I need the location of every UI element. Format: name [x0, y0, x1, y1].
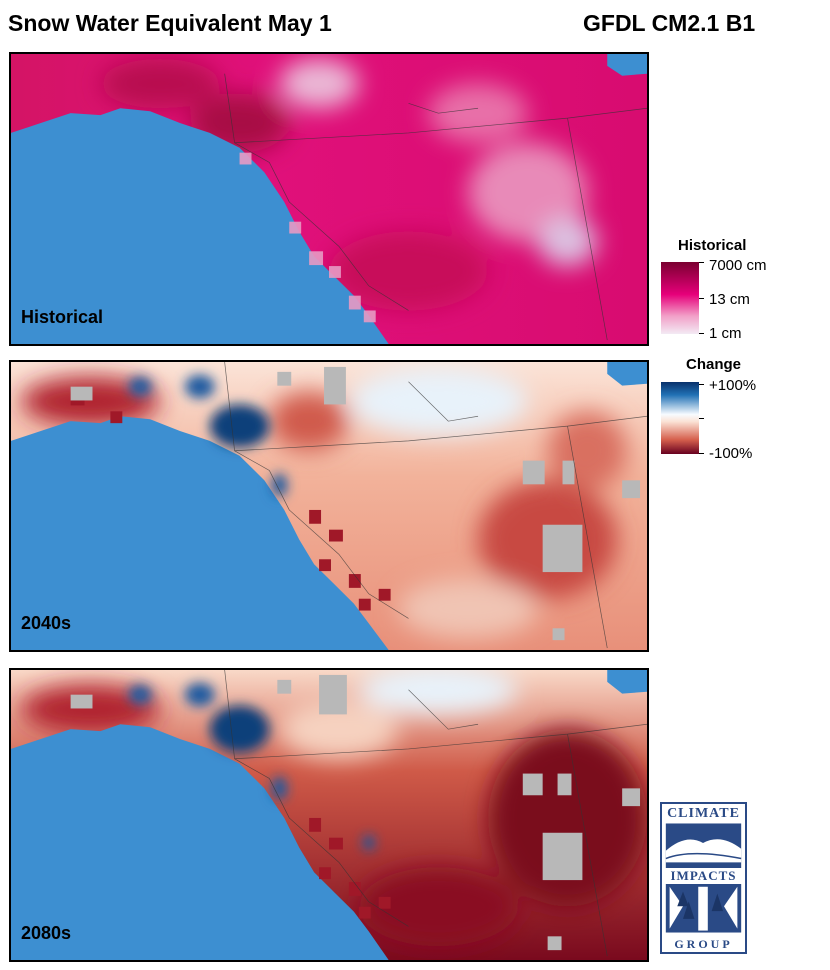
map-2040s: [11, 362, 647, 650]
logo-text-middle: IMPACTS: [662, 868, 745, 884]
change-legend-title: Change: [686, 356, 742, 373]
panel-label-2040s: 2040s: [21, 613, 72, 633]
legend-tick: [699, 262, 704, 263]
legend-tick: [699, 298, 704, 299]
historical-map: [11, 54, 647, 344]
panel-label-historical: Historical: [21, 307, 104, 327]
historical-tick-max: 7000 cm: [709, 257, 767, 274]
model-scenario-title: GFDL CM2.1 B1: [583, 10, 756, 36]
legend-tick: [699, 453, 704, 454]
change-color-bar: [661, 382, 699, 454]
logo-text-bottom: GROUP: [674, 937, 733, 951]
map-panel-2080s: 2080s: [9, 668, 649, 962]
map-2080s: [11, 670, 647, 960]
change-tick-min: -100%: [709, 445, 753, 462]
logo-text-top: CLIMATE: [667, 806, 740, 821]
climate-impacts-group-logo: CLIMATE IMPACTS GROUP: [660, 802, 747, 954]
historical-tick-min: 1 cm: [709, 325, 742, 342]
historical-tick-mid: 13 cm: [709, 291, 750, 308]
legend-tick: [699, 418, 704, 419]
panel-label-2080s: 2080s: [21, 923, 72, 943]
historical-legend-title: Historical: [678, 237, 747, 254]
legend-tick: [699, 384, 704, 385]
legend-tick: [699, 333, 704, 334]
historical-color-bar: [661, 262, 699, 334]
map-title: Snow Water Equivalent May 1: [8, 10, 332, 36]
historical-map-panel: Historical: [9, 52, 649, 346]
change-tick-max: +100%: [709, 377, 757, 394]
map-panel-2040s: 2040s: [9, 360, 649, 652]
